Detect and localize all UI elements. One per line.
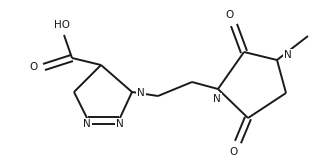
Text: N: N bbox=[284, 50, 292, 60]
Text: O: O bbox=[30, 62, 38, 72]
Text: HO: HO bbox=[54, 20, 70, 30]
Text: O: O bbox=[230, 147, 238, 157]
Text: N: N bbox=[137, 88, 145, 98]
Text: N: N bbox=[213, 94, 221, 104]
Text: N: N bbox=[116, 119, 124, 129]
Text: N: N bbox=[83, 119, 91, 129]
Text: O: O bbox=[226, 10, 234, 20]
